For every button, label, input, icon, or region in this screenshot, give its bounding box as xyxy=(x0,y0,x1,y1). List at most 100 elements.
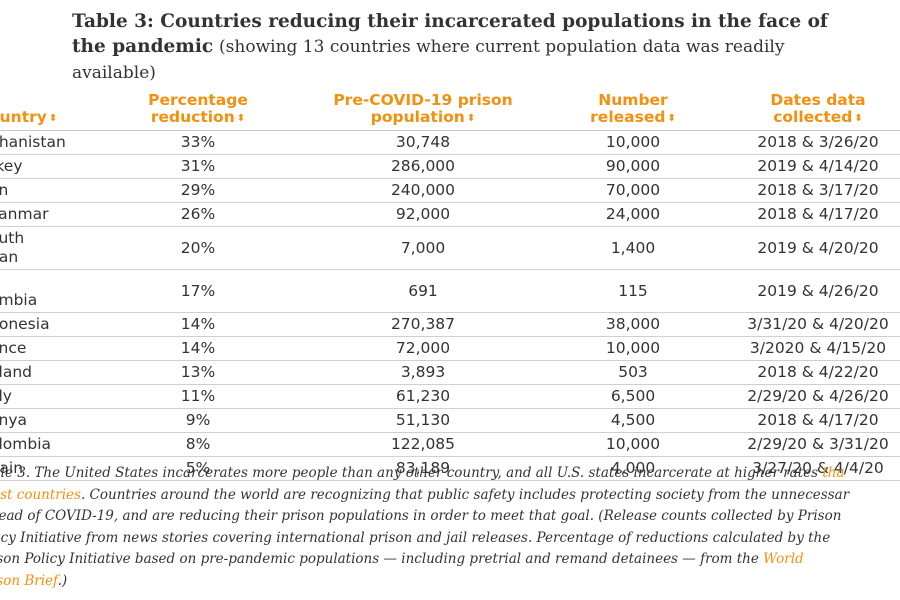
data-table-container: ountry⬍Percentagereduction⬍Pre-COVID-19 … xyxy=(0,89,900,481)
cell-dates: 3/27/20 & 4/4/20 xyxy=(707,456,900,481)
cell-released: 38,000 xyxy=(559,312,707,337)
cell-released: 6,500 xyxy=(559,384,707,409)
cell-country: eambia xyxy=(0,269,109,313)
cell-released: 503 xyxy=(559,360,707,385)
cell-population: 51,130 xyxy=(287,408,559,433)
sort-icon[interactable]: ⬍ xyxy=(854,113,863,124)
header-percentage-reduction[interactable]: Percentage reduction ⬍ xyxy=(109,89,287,131)
cell-released: 4,000 xyxy=(559,456,707,481)
cell-percentage: 14% xyxy=(109,312,287,337)
cell-released: 70,000 xyxy=(559,178,707,203)
cell-dates: 2018 & 4/17/20 xyxy=(707,202,900,227)
sort-icon[interactable]: ⬍ xyxy=(667,113,676,124)
caption-link[interactable]: ison Brief xyxy=(0,572,58,589)
header-label: released xyxy=(590,108,666,126)
cell-country: aly xyxy=(0,384,109,409)
header-number-released[interactable]: Number released ⬍ xyxy=(559,89,707,131)
header-country[interactable]: ountry⬍ xyxy=(0,89,109,131)
cell-country: ance xyxy=(0,336,109,361)
cell-released: 4,500 xyxy=(559,408,707,433)
cell-dates: 2019 & 4/26/20 xyxy=(707,269,900,313)
cell-population: 83,189 xyxy=(287,456,559,481)
cell-population: 286,000 xyxy=(287,154,559,179)
sort-icon[interactable]: ⬍ xyxy=(48,113,58,124)
cell-population: 7,000 xyxy=(287,226,559,270)
cell-percentage: 11% xyxy=(109,384,287,409)
caption-text: . Countries around the world are recogni… xyxy=(80,486,850,503)
cell-dates: 3/31/20 & 4/20/20 xyxy=(707,312,900,337)
sort-icon[interactable]: ⬍ xyxy=(466,113,476,124)
cell-released: 24,000 xyxy=(559,202,707,227)
cell-released: 10,000 xyxy=(559,130,707,155)
header-dates-collected[interactable]: Dates data collected ⬍ xyxy=(707,89,900,131)
cell-country: enya xyxy=(0,408,109,433)
cell-country: donesia xyxy=(0,312,109,337)
table-title: Table 3: Countries reducing their incarc… xyxy=(72,9,852,86)
caption-text: .) xyxy=(57,572,68,589)
cell-released: 10,000 xyxy=(559,336,707,361)
caption-line: read of COVID-19, and are reducing their… xyxy=(0,506,900,528)
caption-link[interactable]: ost countries xyxy=(0,486,81,503)
cell-country: an xyxy=(0,178,109,203)
title-heading: Table 3: Countries reducing their incarc… xyxy=(72,11,828,57)
cell-dates: 2/29/20 & 3/31/20 xyxy=(707,432,900,457)
cell-dates: 2018 & 3/26/20 xyxy=(707,130,900,155)
cell-dates: 2019 & 4/20/20 xyxy=(707,226,900,270)
caption-line: ison Brief.) xyxy=(0,571,900,593)
cell-dates: 2/29/20 & 4/26/20 xyxy=(707,384,900,409)
sort-icon[interactable]: ⬍ xyxy=(236,113,246,124)
cell-country: yanmar xyxy=(0,202,109,227)
header-label: collected xyxy=(773,108,853,126)
cell-percentage: 20% xyxy=(109,226,287,270)
cell-percentage: 31% xyxy=(109,154,287,179)
cell-population: 3,893 xyxy=(287,360,559,385)
cell-country: rkey xyxy=(0,154,109,179)
cell-released: 1,400 xyxy=(559,226,707,270)
cell-population: 691 xyxy=(287,269,559,313)
header-label: reduction xyxy=(150,108,235,126)
cell-percentage: 13% xyxy=(109,360,287,385)
caption-line: ison Policy Initiative based on pre-pand… xyxy=(0,549,900,571)
header-label: Pre-COVID-19 prison xyxy=(333,91,513,109)
caption-text: licy Initiative from news stories coveri… xyxy=(0,529,831,546)
cell-percentage: 8% xyxy=(109,432,287,457)
caption-text: read of COVID-19, and are reducing their… xyxy=(0,508,842,525)
cell-population: 240,000 xyxy=(287,178,559,203)
cell-population: 61,230 xyxy=(287,384,559,409)
cell-country: olombia xyxy=(0,432,109,457)
cell-dates: 2018 & 4/17/20 xyxy=(707,408,900,433)
cell-dates: 2018 & 3/17/20 xyxy=(707,178,900,203)
cell-released: 10,000 xyxy=(559,432,707,457)
cell-percentage: 33% xyxy=(109,130,287,155)
caption-link[interactable]: tha xyxy=(822,465,845,481)
cell-population: 72,000 xyxy=(287,336,559,361)
cell-percentage: 17% xyxy=(109,269,287,313)
cell-country: itain xyxy=(0,456,109,481)
cell-percentage: 14% xyxy=(109,336,287,361)
caption-link[interactable]: World xyxy=(763,551,804,568)
caption-line: licy Initiative from news stories coveri… xyxy=(0,528,900,550)
title-subheading: (showing 13 countries where current popu… xyxy=(72,37,785,83)
countries-table: ountry⬍Percentagereduction⬍Pre-COVID-19 … xyxy=(0,89,900,481)
table-header-row: ountry⬍Percentagereduction⬍Pre-COVID-19 … xyxy=(0,89,900,131)
cell-population: 30,748 xyxy=(287,130,559,155)
caption-line: ble 3. The United States incarcerates mo… xyxy=(0,463,900,485)
cell-dates: 2019 & 4/14/20 xyxy=(707,154,900,179)
cell-percentage: 26% xyxy=(109,202,287,227)
header-label: population xyxy=(370,108,465,126)
cell-percentage: 5% xyxy=(109,456,287,481)
header-label: Dates data xyxy=(770,91,866,109)
header-pre-covid-population[interactable]: Pre-COVID-19 prison population ⬍ xyxy=(287,89,559,131)
caption-text: ble 3. The United States incarcerates mo… xyxy=(0,465,823,481)
